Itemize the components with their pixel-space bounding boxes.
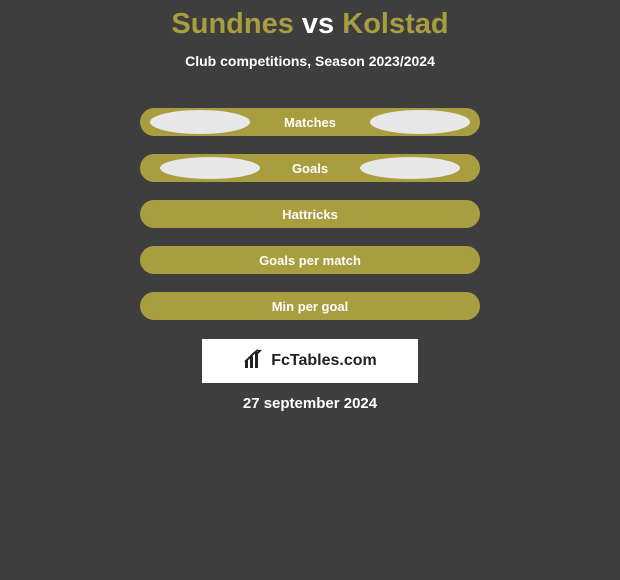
stat-label: Goals per match xyxy=(259,253,361,268)
stat-row: Hattricks xyxy=(140,191,480,237)
stat-label: Min per goal xyxy=(272,299,349,314)
stat-row: Min per goal xyxy=(140,283,480,329)
left-ellipse xyxy=(150,110,250,134)
date-text: 27 september 2024 xyxy=(243,395,377,412)
right-ellipse xyxy=(370,110,470,134)
stat-row: Goals per match xyxy=(140,237,480,283)
subtitle: Club competitions, Season 2023/2024 xyxy=(185,53,435,69)
player2-name: Kolstad xyxy=(342,8,448,40)
stat-row: Matches xyxy=(140,99,480,145)
comparison-container: Sundnes vs Kolstad Club competitions, Se… xyxy=(0,0,620,580)
chart-icon xyxy=(243,348,265,375)
player1-name: Sundnes xyxy=(171,8,293,40)
right-ellipse xyxy=(360,157,460,179)
logo-text: FcTables.com xyxy=(271,352,377,370)
logo-box[interactable]: FcTables.com xyxy=(202,339,418,383)
vs-text: vs xyxy=(302,8,334,40)
stat-label: Hattricks xyxy=(282,207,338,222)
stat-label: Matches xyxy=(284,115,336,130)
stat-bar: Min per goal xyxy=(140,292,480,320)
stat-label: Goals xyxy=(292,161,328,176)
stat-bar: Hattricks xyxy=(140,200,480,228)
stats-area: Matches Goals Hattricks Goals per match Min … xyxy=(140,99,480,329)
left-ellipse xyxy=(160,157,260,179)
page-title: Sundnes vs Kolstad xyxy=(171,8,448,41)
stat-bar: Goals per match xyxy=(140,246,480,274)
stat-row: Goals xyxy=(140,145,480,191)
